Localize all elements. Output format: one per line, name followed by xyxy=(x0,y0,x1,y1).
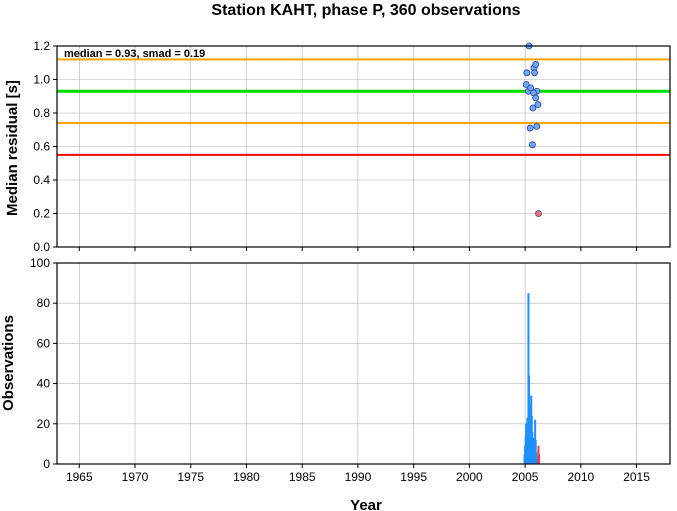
residual-point xyxy=(528,141,536,149)
residual-y-tick-label: 0.8 xyxy=(33,106,50,120)
observation-bar xyxy=(536,457,539,464)
residual-point xyxy=(535,210,542,217)
residual-y-tick-label: 0.2 xyxy=(33,207,50,221)
observations-x-tick-label: 2005 xyxy=(512,470,539,484)
observation-bar xyxy=(529,403,532,464)
residual-point xyxy=(531,69,538,77)
residual-y-tick-label: 1.2 xyxy=(33,39,50,53)
residual-point xyxy=(532,61,540,68)
observations-x-tick-label: 2015 xyxy=(623,470,650,484)
residual-y-tick-label: 0.4 xyxy=(33,173,50,187)
x-axis-label: Year xyxy=(350,497,382,511)
observations-panel-frame xyxy=(56,262,671,465)
residual-panel: 0.0 0.2 0.4 0.6 0.8 1.0 1.2 median = 0.93, smad… xyxy=(33,39,671,254)
observations-y-tick-label: 20 xyxy=(37,417,51,431)
observations-x-tick-label: 1970 xyxy=(122,470,149,484)
observations-x-tick-label: 1990 xyxy=(345,470,372,484)
observations-x-tick-label: 2000 xyxy=(456,470,483,484)
observations-y-axis-label: Observations xyxy=(0,315,17,411)
residual-point xyxy=(533,123,541,130)
residual-point xyxy=(529,104,537,112)
observations-y-tick-label: 100 xyxy=(30,256,50,270)
residual-point xyxy=(526,124,534,132)
median-smad-annotation: median = 0.93, smad = 0.19 xyxy=(64,48,205,60)
residual-point xyxy=(523,69,531,77)
residual-panel-frame xyxy=(56,45,671,248)
observations-x-tick-label: 1985 xyxy=(289,470,316,484)
observations-y-tick-label: 80 xyxy=(37,296,51,310)
observations-x-tick-label: 1965 xyxy=(66,470,93,484)
residual-y-axis-label: Median residual [s] xyxy=(4,80,21,216)
residual-y-tick-label: 1.0 xyxy=(33,73,50,87)
residual-y-tick-label: 0.0 xyxy=(33,240,50,254)
residual-point xyxy=(527,84,535,92)
residual-point xyxy=(534,101,542,109)
observations-panel: 1965 1970 1975 1980 1985 1990 1995 2000 2005 2010… xyxy=(30,256,671,484)
observations-x-tick-label: 1980 xyxy=(233,470,260,484)
observations-y-tick-label: 40 xyxy=(37,377,51,391)
residual-point xyxy=(532,94,540,102)
observations-y-tick-label: 0 xyxy=(43,457,50,471)
residual-y-tick-label: 0.6 xyxy=(33,140,50,154)
observations-x-tick-label: 2010 xyxy=(567,470,594,484)
chart-title: Station KAHT, phase P, 360 observations xyxy=(211,2,520,19)
residual-point xyxy=(522,81,530,88)
observations-x-tick-label: 1995 xyxy=(400,470,427,484)
observations-x-tick-label: 1975 xyxy=(177,470,204,484)
observation-bar xyxy=(538,453,541,464)
observations-y-tick-label: 60 xyxy=(37,336,51,350)
